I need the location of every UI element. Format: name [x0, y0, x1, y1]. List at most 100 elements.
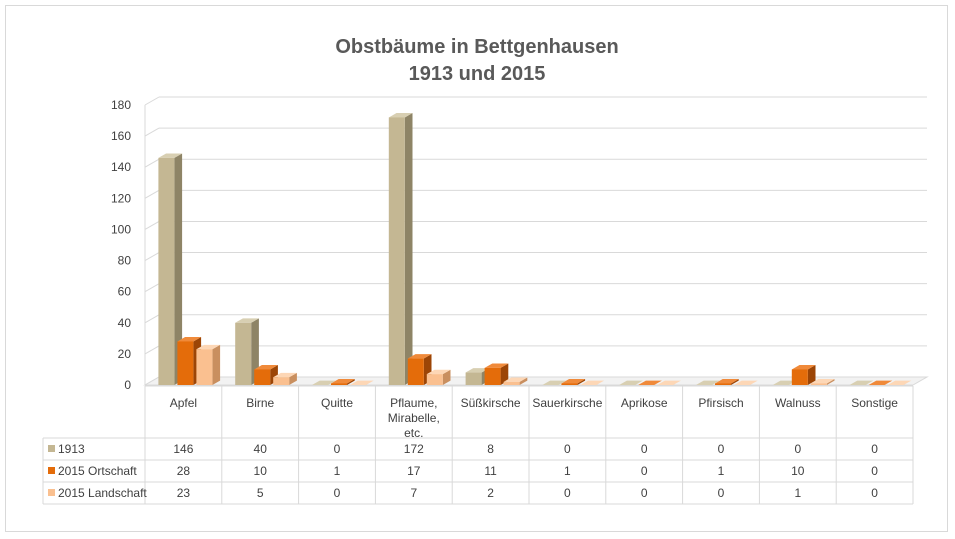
bar-top — [426, 369, 451, 375]
data-value: 10 — [791, 464, 805, 478]
bar-top — [696, 380, 720, 385]
data-value: 1 — [334, 464, 341, 478]
bar-top — [273, 372, 297, 378]
bar — [273, 372, 297, 385]
bar-top — [561, 379, 586, 384]
bar-top — [407, 354, 432, 359]
data-value: 0 — [564, 486, 571, 500]
data-value: 1 — [794, 486, 801, 500]
chart-title-line: Obstbäume in Bettgenhausen — [335, 36, 618, 58]
bar-front — [484, 367, 501, 385]
bar-top — [312, 380, 336, 385]
bar-top — [465, 368, 490, 373]
data-value: 8 — [487, 442, 494, 456]
gridline-side — [144, 252, 160, 261]
series-label: 2015 Landschaft — [58, 486, 147, 500]
bar — [542, 380, 567, 385]
gridline-side — [144, 314, 160, 324]
bar-side — [500, 363, 509, 385]
bar-side — [289, 372, 297, 385]
bar-front — [426, 374, 443, 385]
bar-top — [580, 380, 605, 385]
bar-top — [619, 380, 643, 385]
gridline-side — [144, 283, 160, 293]
bar — [350, 380, 374, 385]
category-label: Süßkirsche — [461, 396, 521, 410]
bar-top — [810, 379, 835, 384]
bar-front — [273, 377, 290, 385]
bar — [561, 379, 586, 385]
data-value: 0 — [871, 442, 878, 456]
bar-front — [254, 369, 271, 385]
gridline-side — [144, 345, 160, 355]
bar-side — [577, 379, 586, 385]
bar — [235, 318, 259, 385]
bar-side — [212, 344, 221, 385]
data-value: 28 — [177, 464, 191, 478]
legend-key — [48, 489, 55, 496]
bar-front — [503, 381, 520, 385]
bar — [810, 379, 835, 385]
data-value: 1 — [564, 464, 571, 478]
data-value: 172 — [404, 442, 424, 456]
bar-top — [791, 365, 816, 370]
bar — [484, 363, 509, 385]
category-label: Pfirsisch — [698, 396, 743, 410]
data-value: 0 — [334, 486, 341, 500]
category-label: Pflaume, — [390, 396, 437, 410]
bar — [657, 380, 681, 385]
bar-top — [542, 380, 567, 385]
data-value: 10 — [254, 464, 268, 478]
bar-front — [465, 372, 482, 385]
data-value: 0 — [641, 442, 648, 456]
category-label: Apfel — [170, 396, 197, 410]
series-label: 2015 Ortschaft — [58, 464, 137, 478]
bar — [868, 380, 893, 385]
bar-side — [442, 369, 451, 385]
gridline-side — [144, 158, 160, 168]
bar — [503, 377, 528, 385]
bar — [734, 380, 758, 385]
gridlines — [144, 96, 927, 386]
data-value: 0 — [871, 464, 878, 478]
bar — [791, 365, 816, 385]
data-value: 0 — [871, 486, 878, 500]
bar-front — [561, 383, 578, 385]
y-tick-label: 0 — [124, 378, 131, 392]
bar-top — [887, 380, 912, 385]
chart-title-line: 1913 und 2015 — [409, 63, 546, 85]
bar-top — [772, 380, 797, 385]
bar-top — [638, 380, 662, 385]
bar — [849, 380, 874, 385]
category-label: Walnuss — [775, 396, 821, 410]
y-tick-label: 60 — [118, 285, 132, 299]
series-label: 1913 — [58, 442, 85, 456]
data-table: Apfel Birne Quitte Pflaume,Mirabelle,etc. Sü… — [42, 385, 914, 505]
bar-top — [503, 377, 528, 382]
category-label: Sonstige — [851, 396, 898, 410]
data-value: 0 — [641, 486, 648, 500]
bar-side — [826, 379, 835, 385]
data-value: 0 — [334, 442, 341, 456]
bar-top — [254, 365, 278, 370]
bar-top — [734, 380, 758, 385]
bar — [388, 113, 413, 386]
bar — [619, 380, 643, 385]
gridline-side — [144, 189, 160, 199]
bar-front — [388, 117, 405, 385]
bar-front — [407, 358, 424, 385]
bar — [580, 380, 605, 385]
chart-title: Obstbäume in Bettgenhausen 1913 und 2015 — [335, 36, 618, 85]
y-tick-label: 180 — [111, 98, 131, 112]
bar — [158, 153, 183, 385]
bar-top — [715, 379, 739, 384]
gridline-side — [144, 96, 160, 106]
category-label: Birne — [246, 396, 274, 410]
bar-top — [177, 337, 202, 342]
bar-top — [158, 153, 183, 158]
bar — [715, 379, 739, 385]
bar-side — [807, 365, 816, 385]
category-label: Quitte — [321, 396, 353, 410]
category-label: Aprikose — [621, 396, 668, 410]
